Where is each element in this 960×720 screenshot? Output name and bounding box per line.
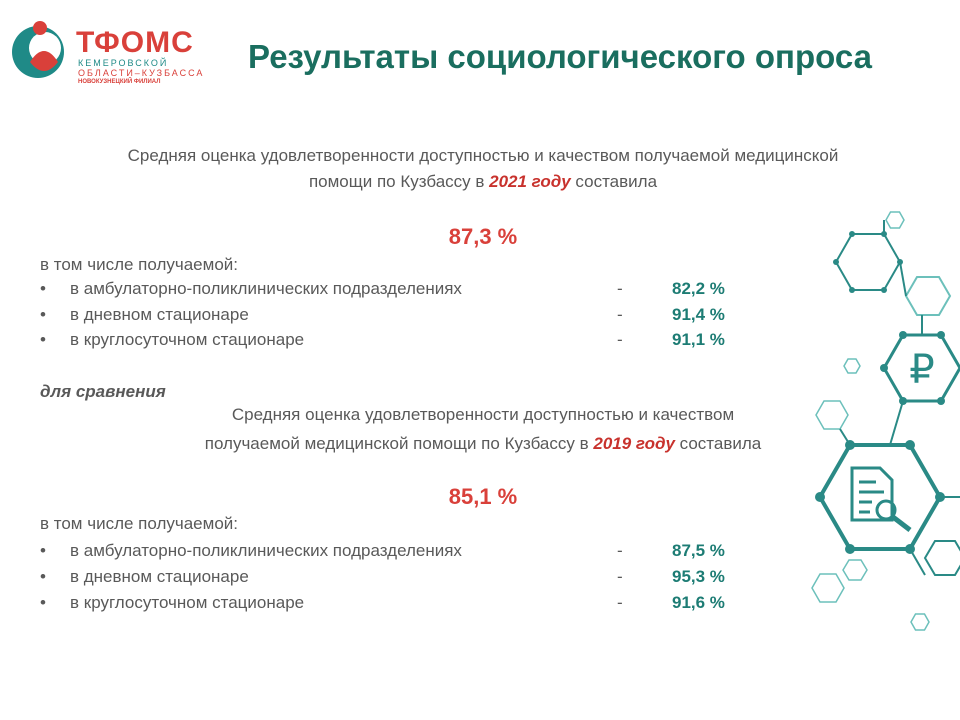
item-label: в амбулаторно-поликлинических подразделе…: [70, 279, 462, 298]
connector: [889, 400, 904, 446]
text: составила: [575, 172, 658, 191]
connector: [909, 548, 926, 576]
hexagon: [904, 276, 952, 316]
item-label: в круглосуточном стационаре: [70, 330, 305, 349]
logo-name: ТФОМС: [76, 26, 194, 59]
hexagon: [843, 358, 861, 374]
text: помощи по Кузбассу в: [308, 172, 490, 191]
connector: [899, 261, 907, 297]
bullet: •: [40, 304, 46, 324]
ruble-icon: ₽: [909, 347, 934, 393]
comparison-label: для сравнения: [40, 382, 166, 401]
title: Результаты социологического опроса: [248, 38, 872, 75]
bullet: •: [40, 567, 46, 586]
item-label: в дневном стационаре: [70, 567, 249, 586]
text: составила: [679, 434, 762, 453]
item-label: в дневном стационаре: [70, 304, 249, 324]
item-value: 87,5 %: [672, 541, 725, 560]
subtitle: в том числе получаемой:: [40, 514, 238, 533]
logo-body: [30, 51, 58, 71]
hexagon: [815, 400, 849, 430]
item-dash: -: [617, 593, 623, 612]
item-dash: -: [617, 304, 623, 324]
bullet: •: [40, 279, 46, 298]
intro-line: Средняя оценка удовлетворенности доступн…: [231, 405, 735, 424]
item-value: 82,2 %: [672, 279, 725, 298]
hexagon: [885, 211, 905, 229]
item-value: 95,3 %: [672, 567, 725, 586]
hexagon: [842, 559, 868, 581]
item-value: 91,4 %: [672, 304, 725, 324]
item-label: в круглосуточном стационаре: [70, 593, 305, 612]
year: 2021 году: [489, 172, 571, 191]
year: 2019 году: [593, 434, 675, 453]
nodes: [815, 231, 945, 554]
subtitle: в том числе получаемой:: [40, 255, 238, 274]
hexagon: [923, 540, 960, 576]
item-dash: -: [617, 567, 623, 586]
item-dash: -: [617, 279, 623, 298]
logo-branch: НОВОКУЗНЕЦКИЙ ФИЛИАЛ: [78, 79, 161, 85]
total: 87,3 %: [448, 224, 518, 249]
total: 85,1 %: [448, 484, 518, 509]
logo-line: ОБЛАСТИ–КУЗБАССА: [78, 68, 205, 78]
bullet: •: [40, 330, 46, 349]
intro-line: получаемой медицинской помощи по Кузбасс…: [0, 434, 960, 454]
text: получаемой медицинской помощи по Кузбасс…: [204, 434, 589, 453]
bullet: •: [40, 541, 46, 560]
hexagon: [811, 573, 845, 603]
hexagon: [910, 613, 930, 631]
item-dash: -: [617, 541, 623, 560]
item-value: 91,1 %: [672, 330, 725, 349]
item-dash: -: [617, 330, 623, 349]
logo-head: [33, 21, 47, 35]
intro-line: помощи по Кузбассу в 2021 году составила: [0, 172, 960, 192]
document-icon: [850, 466, 912, 532]
item-value: 91,6 %: [672, 593, 725, 612]
intro-line: Средняя оценка удовлетворенности доступн…: [127, 146, 839, 165]
logo-line: КЕМЕРОВСКОЙ: [78, 58, 169, 68]
bullet: •: [40, 593, 46, 612]
item-label: в амбулаторно-поликлинических подразделе…: [70, 541, 462, 560]
